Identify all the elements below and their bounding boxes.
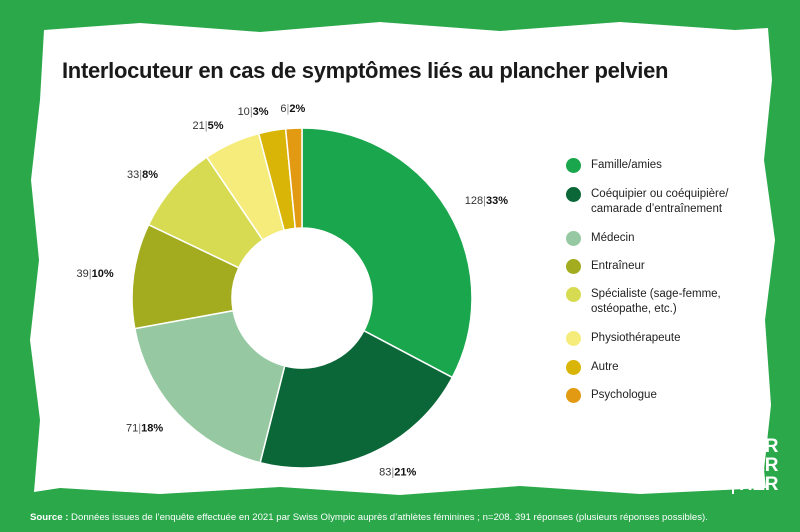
- slice-percent: 3%: [253, 106, 269, 118]
- slice-percent: 8%: [142, 169, 158, 181]
- slice-count: 33: [127, 169, 139, 181]
- label-separator: |: [250, 106, 253, 118]
- legend-label: Médecin: [591, 232, 635, 244]
- legend-swatch: [566, 331, 581, 346]
- legend-swatch: [566, 360, 581, 375]
- slice-count: 10: [238, 106, 250, 118]
- slice-percent: 5%: [208, 120, 224, 132]
- legend-label: Psychologue: [591, 389, 657, 401]
- brand-word: HER: [739, 474, 779, 495]
- source-note: Source : Données issues de l’enquête eff…: [30, 512, 790, 523]
- slice-value-label: 33|8%: [127, 169, 158, 181]
- legend-swatch: [566, 187, 581, 202]
- brand-row: SMART HER: [651, 455, 779, 476]
- slice-value-label: 83|21%: [379, 467, 416, 479]
- legend-label: Entraîneur: [591, 260, 645, 272]
- brand-logo: FAST HER SMART HER STRONG HER: [651, 436, 779, 495]
- donut-chart: [131, 127, 473, 469]
- slice-value-label: 10|3%: [238, 106, 269, 118]
- slice-count: 128: [465, 195, 483, 207]
- legend-item: Entraîneur: [566, 259, 796, 274]
- slice-count: 39: [77, 268, 89, 280]
- legend-swatch: [566, 259, 581, 274]
- brand-word: HER: [739, 436, 779, 457]
- legend-item: Psychologue: [566, 388, 796, 403]
- source-label: Source :: [30, 512, 69, 523]
- donut-slice: [301, 127, 473, 379]
- slice-count: 71: [126, 423, 138, 435]
- slice-percent: 33%: [486, 195, 508, 207]
- legend-label: Physiothérapeute: [591, 332, 681, 344]
- brand-word: FAST: [651, 437, 734, 456]
- legend-item: Coéquipier ou coéquipière/camarade d’ent…: [566, 187, 796, 217]
- slice-count: 83: [379, 467, 391, 479]
- slice-value-label: 71|18%: [126, 423, 163, 435]
- slice-value-label: 21|5%: [192, 120, 223, 132]
- chart-legend: Famille/amies Coéquipier ou coéquipière/c…: [566, 158, 796, 403]
- brand-word: SMART: [651, 456, 734, 475]
- donut-slice: [133, 309, 286, 464]
- legend-swatch: [566, 231, 581, 246]
- slice-value-label: 128|33%: [465, 195, 508, 207]
- legend-item: Famille/amies: [566, 158, 796, 173]
- chart-title: Interlocuteur en cas de symptômes liés a…: [62, 58, 669, 83]
- value-labels: 128|33%83|21%71|18%39|10%33|8%21|5%10|3%…: [77, 103, 509, 478]
- legend-item: Physiothérapeute: [566, 331, 796, 346]
- brand-row: STRONG HER: [651, 474, 779, 495]
- slice-percent: 2%: [289, 103, 305, 115]
- legend-label: Spécialiste (sage-femme, ostéopathe, etc.…: [591, 288, 721, 315]
- slice-percent: 18%: [141, 423, 163, 435]
- label-separator: |: [139, 169, 142, 181]
- legend-label: Coéquipier ou coéquipière/camarade d’ent…: [591, 188, 729, 215]
- legend-swatch: [566, 388, 581, 403]
- slice-count: 21: [192, 120, 204, 132]
- label-separator: |: [205, 120, 208, 132]
- legend-item: Spécialiste (sage-femme, ostéopathe, etc.…: [566, 287, 796, 317]
- legend-label: Autre: [591, 361, 619, 373]
- slice-percent: 21%: [394, 467, 416, 479]
- legend-swatch: [566, 158, 581, 173]
- donut-slice: [259, 329, 454, 469]
- label-separator: |: [138, 423, 141, 435]
- donut-slice: [284, 127, 303, 230]
- slice-percent: 10%: [92, 268, 114, 280]
- brand-word: STRONG: [651, 475, 734, 494]
- source-text: Données issues de l’enquête effectuée en…: [68, 512, 708, 523]
- slice-value-label: 39|10%: [77, 268, 114, 280]
- slice-count: 6: [280, 103, 286, 115]
- label-separator: |: [287, 103, 290, 115]
- label-separator: |: [391, 467, 394, 479]
- legend-item: Médecin: [566, 231, 796, 246]
- label-separator: |: [89, 268, 92, 280]
- legend-swatch: [566, 287, 581, 302]
- label-separator: |: [483, 195, 486, 207]
- brand-row: FAST HER: [651, 436, 779, 457]
- slice-value-label: 6|2%: [280, 103, 305, 115]
- legend-label: Famille/amies: [591, 159, 662, 171]
- legend-item: Autre: [566, 360, 796, 375]
- brand-word: HER: [739, 455, 779, 476]
